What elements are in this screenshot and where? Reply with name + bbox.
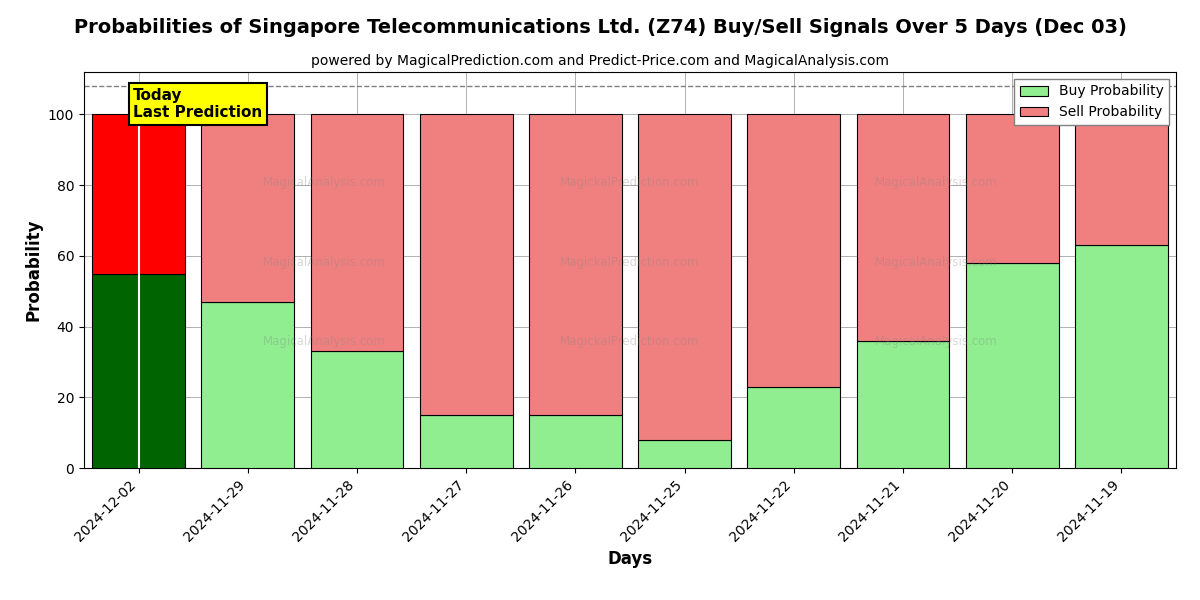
Bar	[311, 115, 403, 352]
Bar	[1075, 115, 1168, 245]
Bar	[966, 263, 1058, 468]
Bar	[857, 341, 949, 468]
Bar	[420, 415, 512, 468]
Text: MagickalPrediction.com: MagickalPrediction.com	[560, 335, 700, 348]
Text: MagicalAnalysis.com: MagicalAnalysis.com	[875, 335, 997, 348]
Text: MagicalAnalysis.com: MagicalAnalysis.com	[263, 256, 385, 269]
Y-axis label: Probability: Probability	[24, 219, 42, 321]
Bar	[966, 115, 1058, 263]
Bar	[748, 115, 840, 386]
Bar	[420, 115, 512, 415]
Text: MagickalPrediction.com: MagickalPrediction.com	[560, 256, 700, 269]
Bar	[748, 386, 840, 468]
Bar	[857, 115, 949, 341]
Text: Probabilities of Singapore Telecommunications Ltd. (Z74) Buy/Sell Signals Over 5: Probabilities of Singapore Telecommunica…	[73, 18, 1127, 37]
Text: MagicalAnalysis.com: MagicalAnalysis.com	[875, 176, 997, 190]
Bar	[1075, 245, 1168, 468]
Bar	[202, 302, 294, 468]
X-axis label: Days: Days	[607, 550, 653, 568]
Bar	[92, 274, 185, 468]
Text: MagicalAnalysis.com: MagicalAnalysis.com	[875, 256, 997, 269]
Text: MagickalPrediction.com: MagickalPrediction.com	[560, 176, 700, 190]
Legend: Buy Probability, Sell Probability: Buy Probability, Sell Probability	[1014, 79, 1169, 125]
Bar	[529, 115, 622, 415]
Bar	[638, 115, 731, 440]
Bar	[529, 415, 622, 468]
Bar	[638, 440, 731, 468]
Bar	[311, 352, 403, 468]
Text: MagicalAnalysis.com: MagicalAnalysis.com	[263, 176, 385, 190]
Bar	[202, 115, 294, 302]
Bar	[92, 115, 185, 274]
Text: powered by MagicalPrediction.com and Predict-Price.com and MagicalAnalysis.com: powered by MagicalPrediction.com and Pre…	[311, 54, 889, 68]
Text: Today
Last Prediction: Today Last Prediction	[133, 88, 263, 121]
Text: MagicalAnalysis.com: MagicalAnalysis.com	[263, 335, 385, 348]
